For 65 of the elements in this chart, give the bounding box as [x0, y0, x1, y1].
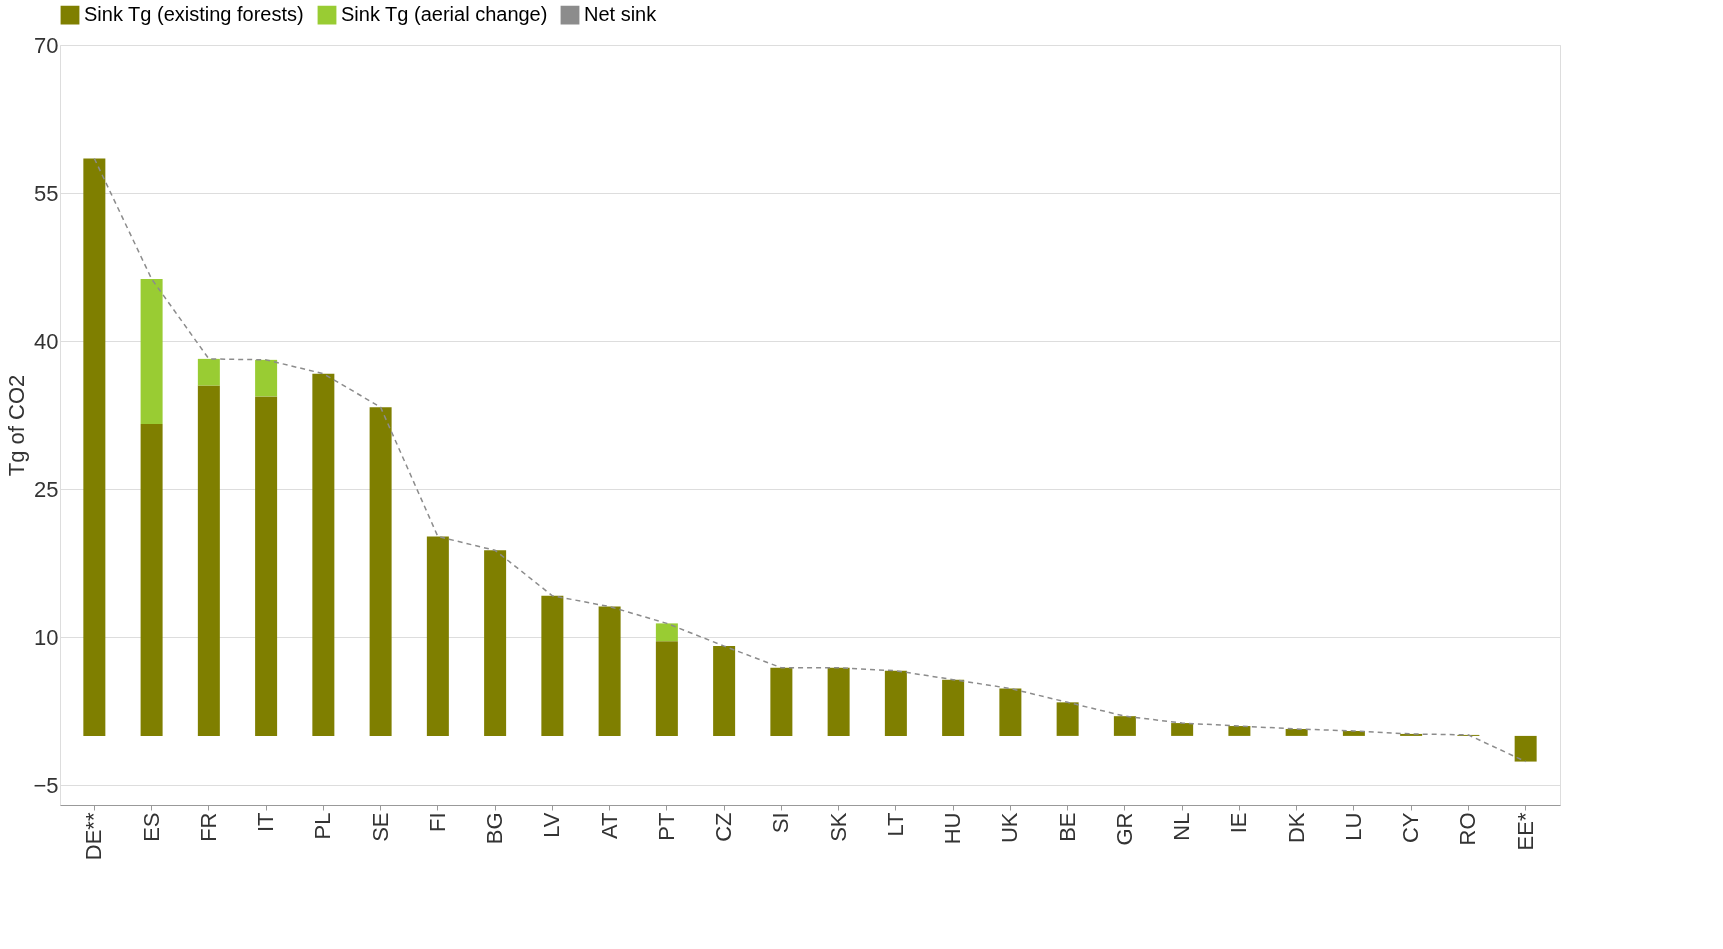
- x-tick-label: IE: [1226, 812, 1252, 834]
- y-tick-label: 70: [34, 32, 59, 58]
- x-tick-label: SK: [825, 812, 851, 842]
- bar: [197, 358, 220, 386]
- x-tick-label: DK: [1283, 812, 1309, 844]
- x-tick-label: FR: [195, 812, 221, 842]
- legend-label: Net sink: [584, 3, 658, 26]
- bar: [83, 158, 106, 736]
- bar: [655, 641, 678, 736]
- bar: [1342, 730, 1365, 736]
- x-tick-label: CZ: [711, 812, 737, 842]
- bar: [1171, 723, 1194, 736]
- x-tick-label: BE: [1054, 812, 1080, 842]
- x-tick-label: IT: [253, 812, 279, 833]
- x-tick-label: GR: [1111, 812, 1137, 846]
- x-tick-label: BG: [482, 812, 508, 845]
- bar: [426, 536, 449, 736]
- x-tick-label: SI: [768, 812, 794, 834]
- y-tick-label: 55: [34, 180, 59, 206]
- bar: [197, 385, 220, 736]
- x-tick-label: AT: [596, 812, 622, 839]
- x-tick-label: HU: [940, 812, 966, 845]
- x-tick-label: SE: [367, 812, 393, 842]
- x-tick-label: LV: [539, 812, 565, 838]
- bar: [1113, 716, 1136, 736]
- bar: [255, 359, 278, 397]
- bar: [942, 679, 965, 736]
- bar: [255, 396, 278, 736]
- x-tick-label: DE**: [81, 812, 107, 861]
- x-tick-label: EE*: [1512, 812, 1538, 851]
- bar: [999, 688, 1022, 736]
- legend-label: Sink Tg (aerial change): [341, 3, 548, 26]
- x-tick-label: FI: [424, 812, 450, 833]
- y-tick-label: 40: [34, 328, 59, 354]
- bar: [1285, 729, 1308, 736]
- bar: [541, 595, 564, 736]
- y-tick-label: 10: [34, 624, 59, 650]
- bar: [1228, 726, 1251, 736]
- x-tick-label: LU: [1340, 812, 1366, 841]
- x-tick-label: ES: [138, 812, 164, 842]
- x-tick-label: RO: [1455, 812, 1481, 846]
- legend-label: Sink Tg (existing forests): [84, 3, 304, 26]
- bar: [827, 667, 850, 736]
- bar: [770, 667, 793, 736]
- bar: [312, 373, 335, 736]
- bar: [1514, 735, 1537, 762]
- x-tick-label: PL: [310, 812, 336, 840]
- x-tick-label: NL: [1169, 812, 1195, 841]
- bar: [369, 407, 392, 736]
- bar: [655, 623, 678, 642]
- bar: [140, 278, 163, 425]
- bar: [598, 606, 621, 736]
- x-tick-label: CY: [1398, 812, 1424, 844]
- bar: [884, 670, 907, 736]
- bar: [140, 424, 163, 736]
- bar: [1056, 702, 1079, 736]
- y-tick-label: −5: [33, 772, 59, 798]
- x-tick-label: UK: [997, 812, 1023, 844]
- line-series: [93, 157, 1527, 763]
- x-tick-label: PT: [653, 812, 679, 841]
- y-tick-label: 25: [34, 476, 59, 502]
- bar: [484, 550, 507, 736]
- y-axis-title: Tg of CO2: [4, 374, 30, 477]
- x-tick-label: LT: [882, 812, 908, 837]
- bar: [713, 646, 736, 736]
